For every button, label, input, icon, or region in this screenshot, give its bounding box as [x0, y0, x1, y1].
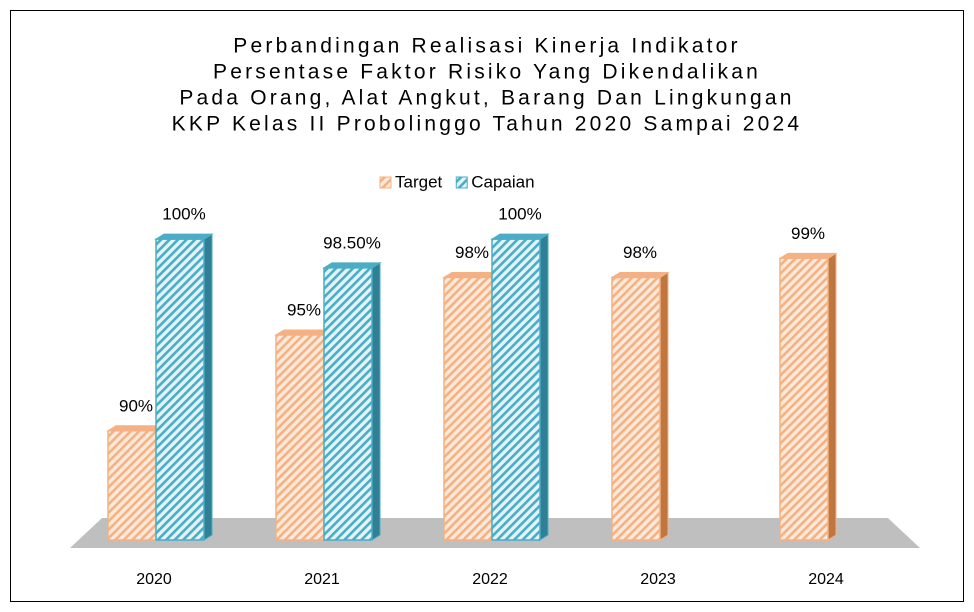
x-tick-label: 2023 [640, 571, 676, 588]
x-tick-label: 2024 [808, 571, 844, 588]
bar-side [203, 233, 213, 541]
x-tick-label: 2020 [136, 571, 172, 588]
bar-front [491, 238, 541, 541]
bar-side [659, 271, 669, 541]
data-label: 98.50% [323, 233, 381, 252]
data-label: 98% [623, 243, 657, 262]
title-line: Perbandingan Realisasi Kinerja Indikator [233, 35, 740, 58]
legend-label: Capaian [471, 172, 534, 191]
bar-side [371, 262, 381, 541]
title: Perbandingan Realisasi Kinerja Indikator… [172, 35, 803, 136]
bar [154, 233, 214, 541]
data-label: 95% [287, 300, 321, 319]
bar [322, 262, 382, 541]
data-label: 99% [791, 224, 825, 243]
bar-front [323, 267, 373, 541]
x-tick-label: 2022 [472, 571, 508, 588]
bar-front [779, 257, 829, 541]
bar-side [827, 252, 837, 541]
bar-front [155, 238, 205, 541]
bar-front [611, 276, 661, 541]
bar-front [443, 276, 493, 541]
bar-front [275, 334, 325, 541]
data-label: 100% [162, 205, 205, 224]
legend-swatch [379, 176, 392, 189]
legend-swatch [455, 176, 468, 189]
bar [610, 271, 670, 541]
bar [778, 252, 838, 541]
data-label: 98% [455, 243, 489, 262]
bar-front [107, 430, 157, 541]
x-tick-label: 2021 [304, 571, 340, 588]
title-line: Pada Orang, Alat Angkut, Barang Dan Ling… [179, 87, 794, 110]
data-label: 90% [119, 396, 153, 415]
title-line: KKP Kelas II Probolinggo Tahun 2020 Samp… [172, 113, 803, 136]
data-label: 100% [498, 205, 541, 224]
legend-label: Target [395, 172, 443, 191]
title-line: Persentase Faktor Risiko Yang Dikendalik… [213, 61, 761, 84]
bar-side [539, 233, 549, 541]
bar [490, 233, 550, 541]
